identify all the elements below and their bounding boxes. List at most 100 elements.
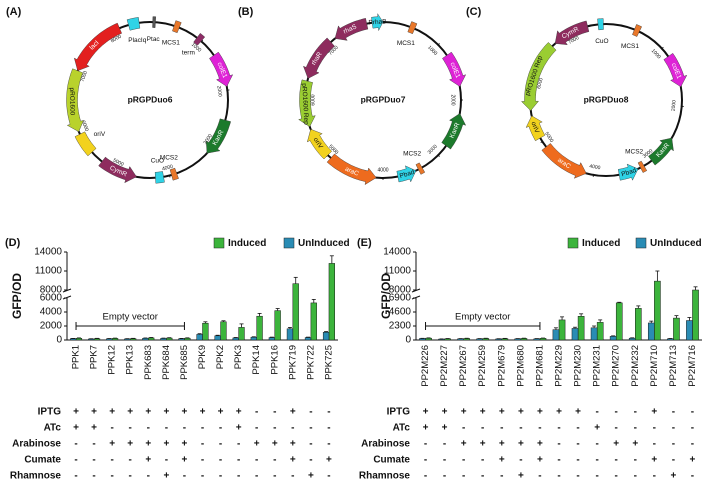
treatment-mark: - xyxy=(255,407,258,418)
plasmid-feature xyxy=(525,115,546,142)
x-tick-label: PPK9 xyxy=(197,345,208,369)
treatment-mark: + xyxy=(556,407,562,418)
y-tick-label: 0 xyxy=(405,335,411,346)
legend-swatch xyxy=(283,237,295,249)
treatment-mark: + xyxy=(109,407,115,418)
plasmid-feature xyxy=(554,20,590,45)
panel-label: (C) xyxy=(466,6,482,18)
plasmid-tick-label: 3000 xyxy=(642,148,655,160)
x-tick-label: PP2M679 xyxy=(496,345,507,387)
treatment-mark: - xyxy=(462,455,465,466)
treatment-mark: - xyxy=(147,423,150,434)
plasmid-feature xyxy=(617,163,639,181)
plasmid-feature xyxy=(193,33,206,46)
y-tick-label: 4000 xyxy=(40,307,63,318)
treatment-mark: - xyxy=(462,471,465,482)
treatment-mark: - xyxy=(576,439,579,450)
treatment-mark: + xyxy=(91,423,97,434)
treatment-mark: - xyxy=(92,439,95,450)
treatment-mark: - xyxy=(576,471,579,482)
bar xyxy=(558,319,566,341)
x-tick-label: PPK13 xyxy=(125,345,136,375)
treatment-mark: - xyxy=(327,423,330,434)
x-tick-label: PP2M716 xyxy=(687,345,698,387)
feature-label: MCS1 xyxy=(162,39,180,46)
treatment-mark: + xyxy=(182,407,188,418)
treatment-mark: + xyxy=(651,455,657,466)
treatment-mark: - xyxy=(500,471,503,482)
treatment-mark: + xyxy=(326,455,332,466)
treatment-mark: - xyxy=(165,455,168,466)
plasmid-tick-label: 2000 xyxy=(671,100,678,112)
feature-label: CuO xyxy=(151,157,164,164)
treatment-mark: - xyxy=(557,455,560,466)
treatment-mark: + xyxy=(423,407,429,418)
treatment-mark: - xyxy=(634,471,637,482)
treatment-mark: - xyxy=(327,407,330,418)
plasmid-tick-label: 2000 xyxy=(450,94,456,105)
treatment-mark: - xyxy=(219,439,222,450)
plasmid-feature xyxy=(306,128,332,160)
treatment-mark: - xyxy=(237,439,240,450)
plasmid-tick-label: 3000 xyxy=(203,133,214,146)
treatment-mark: - xyxy=(147,471,150,482)
x-tick-label: PP2M230 xyxy=(573,345,584,387)
panel-label: (B) xyxy=(238,6,254,18)
plasmid-tick-label: 4000 xyxy=(377,167,388,173)
bar xyxy=(160,338,167,341)
x-tick-label: PP2M229 xyxy=(554,345,565,387)
plasmid-tick-label: 7000 xyxy=(567,35,580,46)
feature-label: MCS1 xyxy=(621,43,639,50)
plasmid-feature xyxy=(415,162,426,175)
bar xyxy=(93,338,101,341)
bar xyxy=(654,280,661,341)
treatment-mark: + xyxy=(163,471,169,482)
bar xyxy=(142,338,149,341)
treatment-mark: - xyxy=(634,407,637,418)
treatment-mark: + xyxy=(537,439,543,450)
plasmid-tick xyxy=(200,39,204,43)
treatment-mark: + xyxy=(442,423,448,434)
legend-swatch xyxy=(567,237,579,249)
treatment-mark: - xyxy=(672,455,675,466)
treatment-mark: - xyxy=(309,439,312,450)
treatment-mark: - xyxy=(557,439,560,450)
plasmid-name: pRGPDuo7 xyxy=(361,94,406,104)
treatment-mark: + xyxy=(575,407,581,418)
bar xyxy=(232,337,239,341)
treatment-mark: + xyxy=(272,439,278,450)
bar xyxy=(274,310,281,341)
plasmid-tick-label: 8000 xyxy=(110,34,123,45)
x-tick-label: PPK12 xyxy=(107,345,118,375)
plasmid-feature xyxy=(172,20,182,34)
y-tick-label: 6000 xyxy=(40,293,63,304)
y-tick-label: 11000 xyxy=(35,266,63,277)
treatment-mark: + xyxy=(290,455,296,466)
bar xyxy=(590,327,598,341)
treatment-mark: - xyxy=(615,455,618,466)
y-axis-label: GFP/OD xyxy=(10,273,24,319)
treatment-mark: - xyxy=(519,455,522,466)
treatment-mark: + xyxy=(480,407,486,418)
treatment-mark: + xyxy=(308,471,314,482)
bar xyxy=(419,338,426,341)
plasmid-feature xyxy=(442,51,467,87)
treatment-mark: - xyxy=(183,423,186,434)
bar xyxy=(425,337,432,341)
treatment-mark: - xyxy=(443,471,446,482)
bar xyxy=(166,337,173,341)
bar xyxy=(647,322,655,341)
bar xyxy=(148,337,155,341)
plasmid-tick-label: 6000 xyxy=(536,77,545,89)
plasmid-tick-label: 4000 xyxy=(161,164,173,173)
treatment-mark: - xyxy=(481,423,484,434)
plasmid-feature xyxy=(209,51,234,87)
treatment-mark: + xyxy=(632,439,638,450)
plasmid-tick xyxy=(437,43,440,46)
y-tick-label: 14000 xyxy=(383,247,411,258)
treatment-mark: - xyxy=(462,423,465,434)
treatment-name: IPTG xyxy=(38,407,62,418)
treatment-mark: - xyxy=(424,455,427,466)
treatment-mark: - xyxy=(110,455,113,466)
